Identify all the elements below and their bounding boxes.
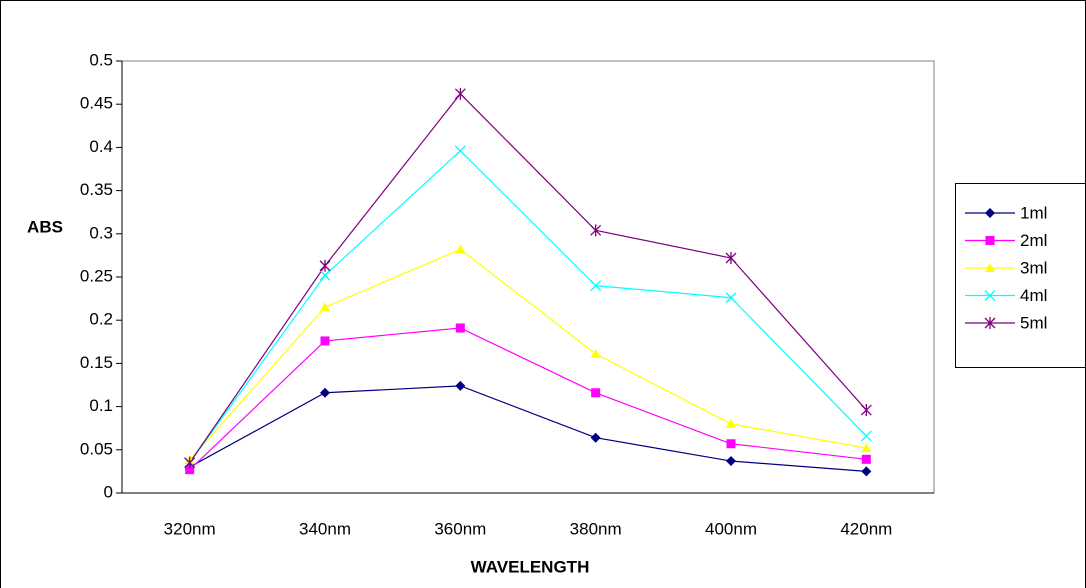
marker xyxy=(862,455,871,464)
marker xyxy=(456,323,465,332)
y-tick-label: 0.1 xyxy=(89,396,113,415)
y-tick-label: 0.3 xyxy=(89,223,113,242)
x-axis-title: WAVELENGTH xyxy=(471,557,590,576)
x-tick-label: 320nm xyxy=(164,519,216,538)
y-tick-label: 0.35 xyxy=(80,180,113,199)
y-tick-label: 0.5 xyxy=(89,50,113,69)
x-tick-label: 340nm xyxy=(299,519,351,538)
marker xyxy=(727,439,736,448)
marker xyxy=(591,388,600,397)
legend-label: 2ml xyxy=(1020,231,1047,250)
y-tick-label: 0.15 xyxy=(80,353,113,372)
legend-label: 4ml xyxy=(1020,286,1047,305)
page: {"chart_data": {"type": "line", "y_label… xyxy=(0,0,1086,588)
y-axis-title: ABS xyxy=(27,217,63,236)
y-tick-label: 0.2 xyxy=(89,310,113,329)
legend-label: 3ml xyxy=(1020,258,1047,277)
y-tick-label: 0.45 xyxy=(80,94,113,113)
marker xyxy=(321,336,330,345)
x-tick-label: 380nm xyxy=(570,519,622,538)
y-tick-label: 0.25 xyxy=(80,266,113,285)
x-tick-label: 400nm xyxy=(705,519,757,538)
x-tick-label: 360nm xyxy=(434,519,486,538)
legend-label: 1ml xyxy=(1020,203,1047,222)
y-tick-label: 0.4 xyxy=(89,137,113,156)
y-tick-label: 0 xyxy=(104,482,113,501)
chart: ABS WAVELENGTH 0 0.05 0.1 0.15 0.2 0.25 0.3 0.3… xyxy=(0,0,1086,588)
y-tick-label: 0.05 xyxy=(80,439,113,458)
chart-border xyxy=(1,1,1086,588)
legend-label: 5ml xyxy=(1020,313,1047,332)
legend-marker xyxy=(986,236,995,245)
x-tick-label: 420nm xyxy=(840,519,892,538)
